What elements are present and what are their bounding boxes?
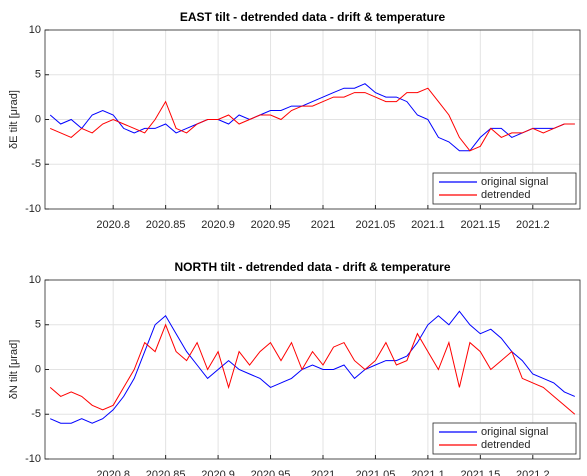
- axes-box: [44, 29, 581, 210]
- x-tick-label: 2021.15: [460, 219, 500, 231]
- x-tick-label: 2020.8: [96, 469, 130, 476]
- chart-title: NORTH tilt - detrended data - drift & te…: [174, 260, 450, 274]
- legend-label: original signal: [481, 426, 548, 438]
- y-tick-label: 5: [35, 69, 41, 81]
- y-tick-label: -5: [31, 408, 41, 420]
- series-line: [50, 87, 575, 152]
- y-tick-label: 5: [35, 319, 41, 331]
- x-tick-label: 2021: [311, 469, 335, 476]
- x-tick-label: 2020.85: [146, 219, 186, 231]
- y-axis-label: δN tilt [μrad]: [8, 340, 20, 400]
- y-tick-label: 10: [29, 274, 41, 286]
- x-tick-label: 2021: [311, 219, 335, 231]
- subplot: -10 -5 0 5 10 2020.8 2020.85 2020.9 2020.95 2021 2…: [8, 10, 581, 231]
- y-tick-label: -10: [25, 203, 41, 215]
- y-tick-label: 0: [35, 113, 41, 125]
- legend-box: [432, 422, 577, 455]
- y-tick-label: -5: [31, 158, 41, 170]
- chart-title: EAST tilt - detrended data - drift & tem…: [180, 10, 446, 24]
- x-tick-label: 2020.95: [251, 219, 291, 231]
- series-line: [50, 310, 575, 424]
- legend-label: original signal: [481, 176, 548, 188]
- legend-label: detrended: [481, 439, 531, 451]
- x-tick-label: 2021.1: [411, 469, 445, 476]
- y-tick-label: -10: [25, 453, 41, 465]
- x-tick-label: 2020.8: [96, 219, 130, 231]
- x-tick-label: 2020.9: [201, 469, 235, 476]
- series-line: [49, 83, 575, 152]
- x-tick-label: 2021.15: [460, 469, 500, 476]
- axes-box: [44, 279, 581, 460]
- x-tick-label: 2021.05: [356, 469, 396, 476]
- x-tick-label: 2021.1: [411, 219, 445, 231]
- legend-box: [432, 172, 577, 205]
- y-tick-label: 0: [35, 363, 41, 375]
- subplot: -10 -5 0 5 10 2020.8 2020.85 2020.9 2020.95 2021 2…: [8, 260, 581, 476]
- x-tick-label: 2021.2: [516, 469, 550, 476]
- x-tick-label: 2020.9: [201, 219, 235, 231]
- legend-label: detrended: [481, 189, 531, 201]
- x-tick-label: 2021.2: [516, 219, 550, 231]
- y-axis-label: δE tilt [μrad]: [8, 90, 20, 149]
- series-line: [49, 323, 576, 415]
- x-tick-label: 2020.85: [146, 469, 186, 476]
- y-tick-label: 10: [29, 24, 41, 36]
- x-tick-label: 2020.95: [251, 469, 291, 476]
- x-tick-label: 2021.05: [356, 219, 396, 231]
